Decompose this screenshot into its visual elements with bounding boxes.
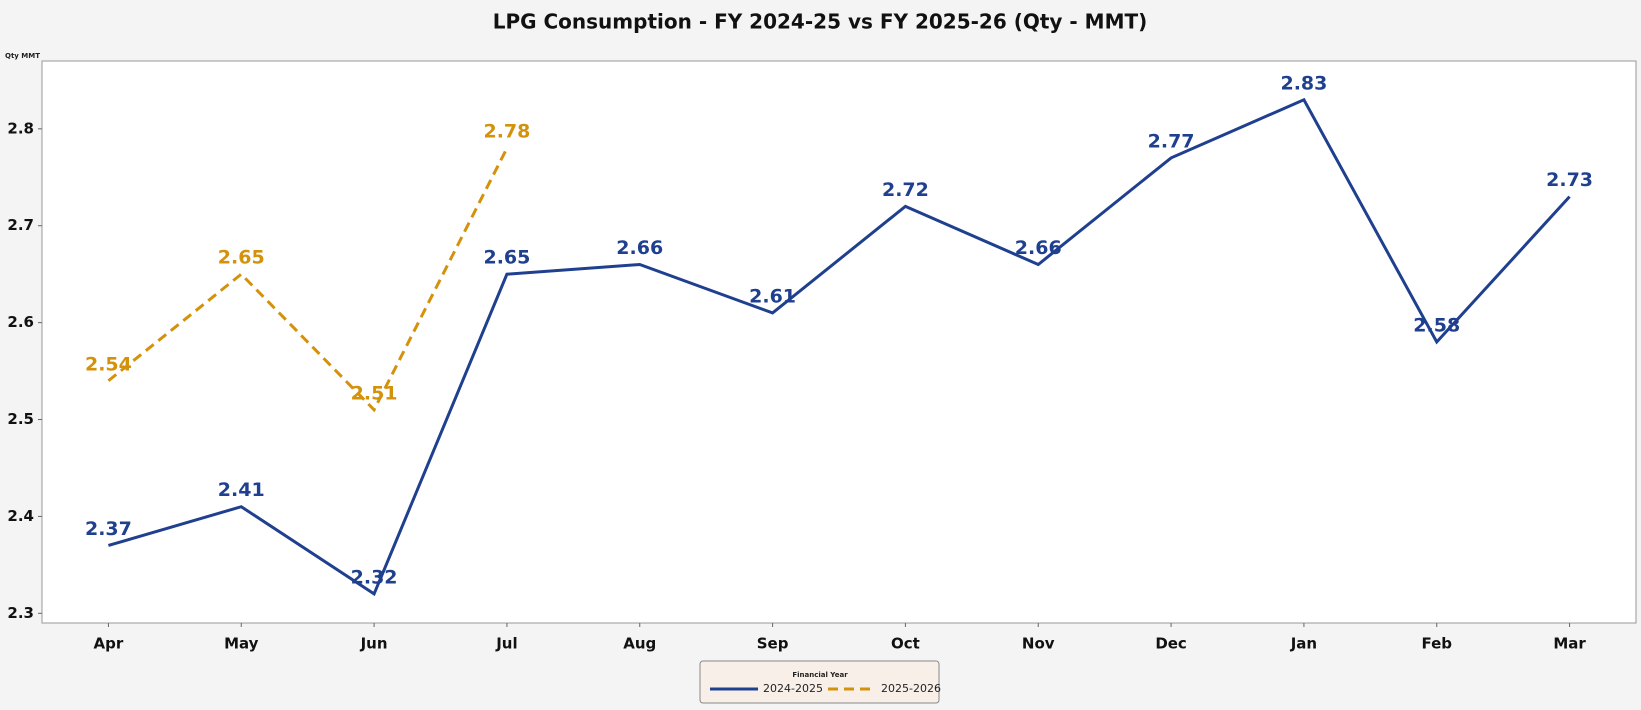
x-tick-label: Feb [1421,635,1452,653]
data-label: 2.66 [616,237,663,259]
y-tick-label: 2.4 [7,507,34,525]
x-tick-label: Sep [757,635,789,653]
legend-label: 2025-2026 [881,682,941,695]
x-tick-label: Aug [623,635,656,653]
legend-label: 2024-2025 [763,682,823,695]
y-tick-label: 2.8 [7,119,34,137]
data-label: 2.32 [351,566,398,588]
x-tick-label: Jun [360,635,388,653]
data-label: 2.61 [749,285,796,307]
data-label: 2.73 [1546,169,1593,191]
data-label: 2.77 [1148,130,1195,152]
x-tick-label: Jan [1290,635,1317,653]
data-label: 2.72 [882,179,929,201]
x-tick-label: Mar [1553,635,1586,653]
x-tick-label: Apr [94,635,124,653]
plot-area [41,60,1637,624]
data-label: 2.51 [351,382,398,404]
y-tick-label: 2.3 [7,604,34,622]
data-label: 2.66 [1015,237,1062,259]
y-tick-label: 2.7 [7,216,34,234]
y-tick-label: 2.6 [7,313,34,331]
x-tick-label: Dec [1155,635,1187,653]
x-tick-label: Jul [495,635,517,653]
series-line [107,97,1571,597]
series-line [107,147,509,413]
data-label: 2.78 [483,121,530,143]
legend-box [699,660,940,704]
data-label: 2.37 [85,518,132,540]
data-label: 2.41 [218,479,265,501]
data-label: 2.58 [1413,315,1460,337]
y-axis-label: Qty MMT [5,52,40,60]
data-label: 2.54 [85,353,132,375]
x-tick-label: Nov [1022,635,1055,653]
data-label: 2.65 [483,247,530,269]
y-tick-label: 2.5 [7,410,34,428]
legend-title: Financial Year [792,671,848,679]
x-tick-label: Oct [891,635,920,653]
data-label: 2.65 [218,247,265,269]
data-label: 2.83 [1280,72,1327,94]
chart-title: LPG Consumption - FY 2024-25 vs FY 2025-… [493,10,1148,34]
x-tick-label: May [224,635,259,653]
